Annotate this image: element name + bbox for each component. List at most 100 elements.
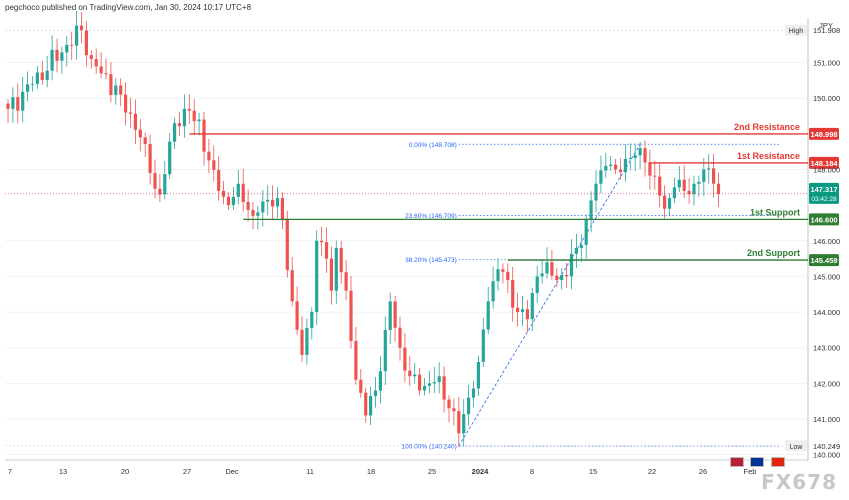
level-price-value: 148.998 (810, 130, 837, 139)
candle-body (452, 408, 456, 412)
candle-body (393, 301, 397, 328)
price-tick-label: 140.000 (813, 451, 840, 460)
candle-body (197, 119, 201, 122)
candle-body (418, 374, 422, 391)
candle-body (486, 301, 490, 330)
candle-body (104, 73, 108, 75)
candle-body (285, 219, 289, 271)
candle-body (687, 190, 691, 195)
fib-trendline (458, 144, 641, 447)
candle-body (339, 247, 343, 273)
candle-body (344, 272, 348, 291)
candle-body (35, 72, 39, 84)
candle-body (275, 198, 280, 207)
low-value: 140.249 (813, 442, 840, 451)
candle-body (369, 396, 373, 416)
candle-body (707, 168, 711, 170)
price-axis[interactable]: JPY 151.000 150.000 148.000 146.000 145.000 14… (5, 21, 840, 460)
candle-body (60, 52, 64, 61)
price-tick-label: 145.000 (813, 272, 840, 281)
candle-body (614, 164, 618, 170)
candle-body (119, 85, 123, 95)
candle-body (271, 199, 275, 207)
price-tick-label: 148.000 (813, 165, 840, 174)
flag-icons (730, 454, 787, 472)
candle-body (138, 129, 142, 138)
bar-countdown: 03:42:28 (811, 196, 837, 203)
candle-body (604, 165, 608, 171)
time-tick-label: 15 (589, 467, 597, 476)
candle-body (447, 399, 451, 409)
candle-body (525, 309, 529, 320)
candle-body (658, 176, 662, 196)
candle-body (192, 110, 196, 122)
candle-body (124, 94, 128, 113)
candle-body (75, 25, 79, 46)
candle-body (11, 97, 15, 109)
candle-body (89, 55, 93, 59)
candle-body (70, 44, 74, 46)
candle-body (540, 273, 544, 277)
time-axis[interactable]: 7 13 20 27 Dec 11 18 25 2024 8 15 22 26 Feb (8, 467, 757, 476)
candle-body (373, 390, 378, 397)
level-name-label: 1st Resistance (737, 151, 800, 161)
candle-body (628, 158, 632, 159)
candle-body (511, 279, 515, 308)
level-price-tag (809, 156, 839, 169)
high-label: High (789, 28, 804, 35)
candle-body (677, 179, 681, 188)
level-price-tag (809, 127, 839, 140)
candle-body (388, 301, 392, 330)
candle-body (236, 183, 240, 197)
time-tick-label: 7 (8, 467, 12, 476)
time-tick-label: 18 (367, 467, 375, 476)
candle-body (143, 137, 147, 145)
candle-body (516, 307, 520, 313)
candle-body (427, 383, 431, 386)
time-tick-label: 22 (648, 467, 656, 476)
candle-body (310, 312, 314, 328)
candle-body (403, 347, 407, 371)
candle-body (667, 198, 672, 209)
candle-body (501, 269, 505, 272)
price-tick-label: 146.000 (813, 237, 840, 246)
fibonacci-retracement[interactable]: 0.00% (148.708) 23.60% (146.709) 38.20% (1… (402, 142, 780, 451)
candle-body (378, 371, 382, 391)
candle-body (133, 113, 137, 130)
candle-body (579, 244, 583, 248)
candle-body (520, 309, 525, 313)
candle-body (153, 173, 157, 189)
current-price-value: 147.317 (810, 185, 837, 194)
candlestick-series (6, 10, 721, 448)
low-tag (785, 440, 807, 452)
fib-level-label: 23.60% (146.709) (405, 213, 457, 220)
time-tick-label: 13 (59, 467, 67, 476)
candle-body (280, 198, 284, 220)
candle-body (481, 329, 485, 362)
level-price-value: 148.184 (810, 159, 838, 168)
candle-body (491, 281, 495, 302)
candle-body (530, 293, 534, 320)
candle-body (672, 187, 676, 199)
candle-body (320, 240, 324, 243)
candle-body (594, 183, 598, 201)
candle-body (560, 275, 564, 280)
level-price-tag (809, 213, 839, 226)
support-resistance-levels[interactable]: 2nd Resistance 148.998 1st Resistance 148.1… (5, 122, 839, 267)
candle-body (128, 112, 133, 114)
candle-body (618, 169, 623, 173)
candle-body (702, 169, 706, 182)
candle-body (354, 341, 358, 380)
high-value: 151.908 (813, 26, 840, 35)
candle-body (222, 190, 226, 197)
candle-body (535, 276, 539, 294)
candle-body (212, 160, 216, 170)
candle-body (476, 361, 480, 389)
candle-body (217, 169, 221, 191)
candle-body (648, 162, 652, 176)
candle-body (633, 155, 637, 159)
price-tick-label: 151.000 (813, 59, 840, 68)
candle-body (114, 85, 118, 95)
time-tick-label: 11 (306, 467, 314, 476)
